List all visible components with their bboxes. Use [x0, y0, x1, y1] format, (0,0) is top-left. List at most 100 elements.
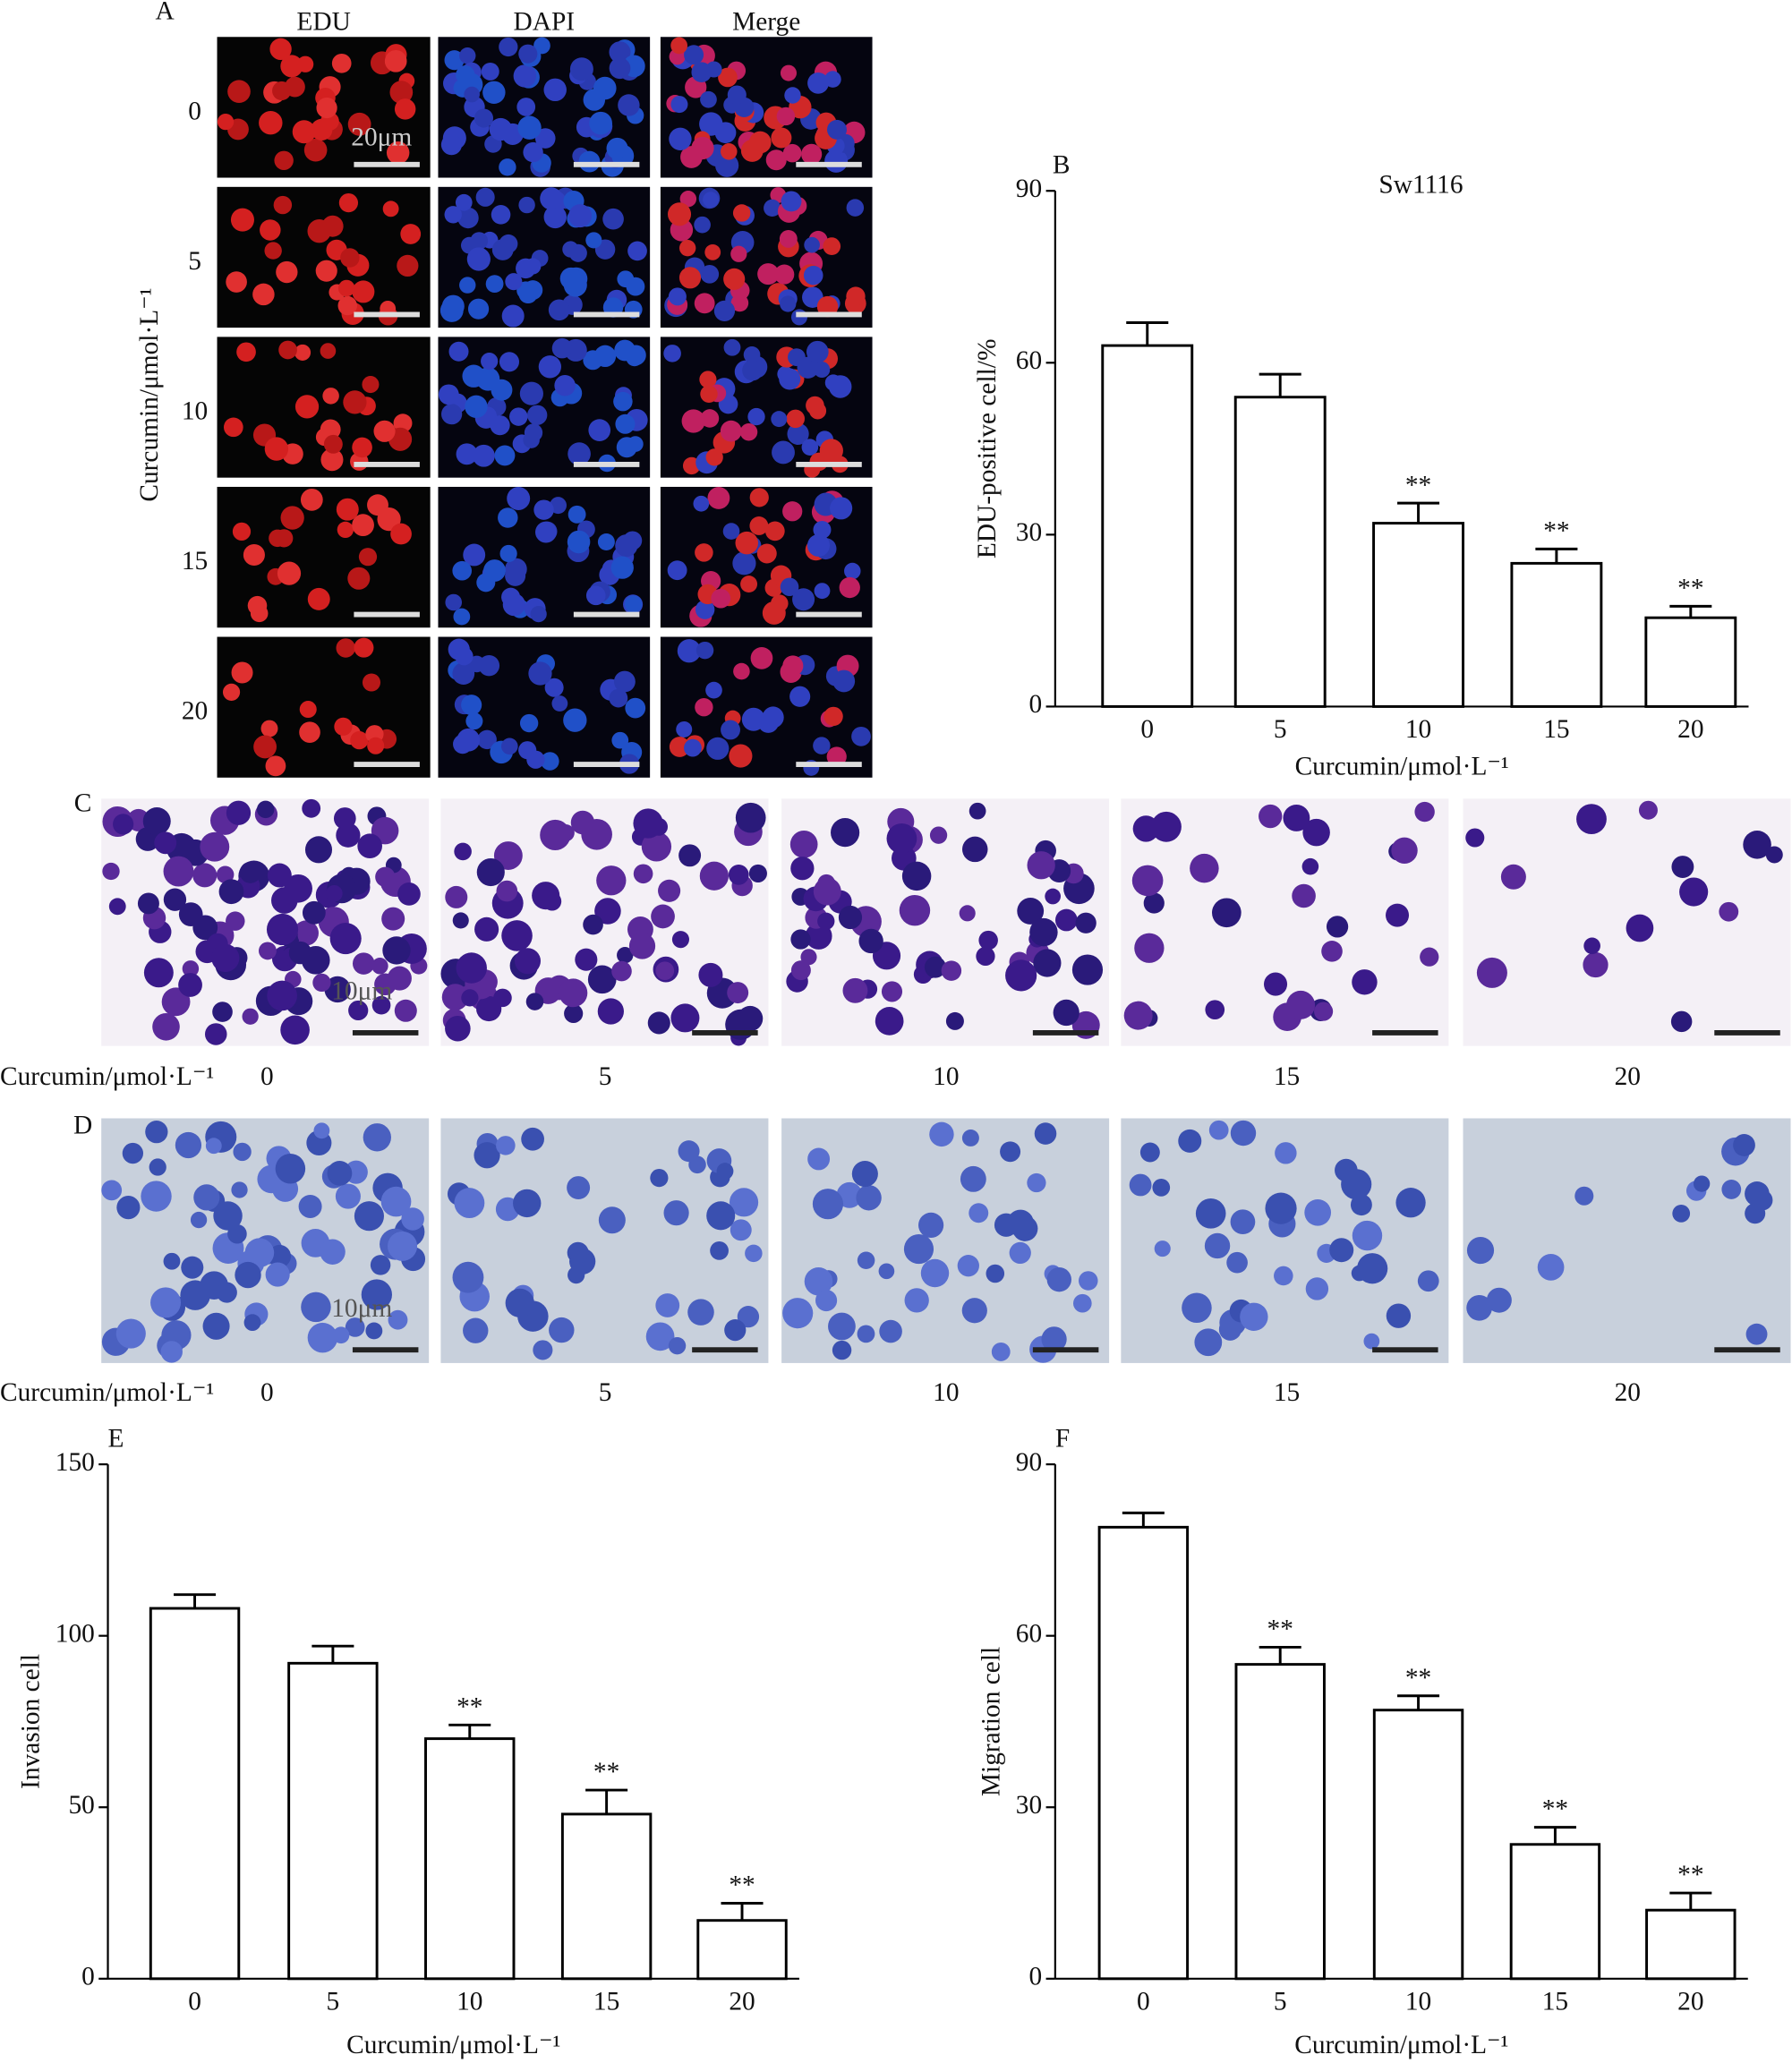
cell — [741, 707, 765, 731]
cell — [615, 413, 636, 434]
cell — [694, 293, 715, 314]
cell — [569, 57, 593, 81]
cell — [1263, 972, 1288, 996]
cell — [684, 738, 702, 757]
cell — [824, 71, 841, 88]
cell — [1583, 937, 1600, 955]
cell — [116, 1196, 141, 1220]
cell — [477, 729, 497, 750]
cell — [613, 391, 633, 412]
cell — [481, 62, 499, 81]
cell — [444, 50, 465, 71]
micrograph — [217, 486, 431, 628]
cell — [1352, 969, 1378, 995]
cell — [575, 948, 598, 971]
cell — [1391, 837, 1418, 864]
cell — [771, 127, 792, 149]
cell — [161, 987, 191, 1017]
cell — [670, 96, 688, 114]
cell — [1017, 898, 1045, 925]
cell — [298, 1194, 322, 1218]
cell — [706, 1201, 736, 1231]
cell — [695, 641, 714, 660]
cell — [478, 655, 500, 677]
cell — [929, 1121, 954, 1147]
cell — [551, 695, 568, 712]
cell — [757, 263, 780, 286]
cell — [739, 422, 758, 441]
cell — [467, 298, 490, 320]
cell — [705, 681, 722, 699]
y-tick-label: 60 — [1016, 1619, 1042, 1648]
cell — [389, 81, 414, 104]
cell — [302, 900, 326, 925]
cell — [801, 439, 819, 456]
cell — [723, 268, 746, 290]
error-bar — [1259, 372, 1301, 397]
cell — [475, 187, 495, 207]
cell — [904, 1288, 929, 1313]
cell — [559, 978, 588, 1008]
cell — [307, 587, 330, 610]
micrograph — [660, 37, 873, 178]
cell — [633, 864, 653, 884]
cell — [532, 882, 560, 910]
cell — [706, 737, 730, 760]
cell — [333, 807, 356, 830]
bar — [1510, 561, 1603, 708]
cell — [678, 844, 702, 867]
cell — [748, 864, 767, 882]
cell — [1123, 1001, 1153, 1030]
error-bar — [1259, 1645, 1301, 1665]
cell — [1151, 811, 1182, 842]
cell — [663, 1200, 689, 1226]
cell — [232, 522, 252, 541]
cell — [513, 64, 537, 88]
cell — [581, 818, 612, 850]
cell — [745, 1244, 763, 1263]
cell — [568, 243, 587, 262]
cell — [313, 1122, 330, 1139]
cell — [1240, 1302, 1268, 1331]
cell — [713, 300, 736, 321]
cell — [304, 836, 333, 864]
cell — [585, 585, 606, 606]
micrograph — [217, 186, 431, 328]
cell — [814, 583, 831, 600]
cell — [1671, 856, 1694, 878]
cell — [440, 134, 463, 156]
cell — [115, 1318, 146, 1349]
bar — [1509, 1843, 1601, 1981]
cell — [216, 865, 235, 884]
cell — [826, 119, 847, 140]
cell — [247, 595, 268, 616]
cell — [1321, 941, 1343, 962]
cell — [823, 706, 843, 727]
cell — [267, 980, 297, 1011]
error-bar — [1397, 501, 1440, 524]
cell — [312, 973, 331, 993]
cell — [618, 94, 640, 116]
cell — [764, 521, 785, 541]
x-tick-label: 20 — [729, 1988, 755, 2016]
cell — [490, 415, 510, 436]
cell — [772, 440, 795, 465]
y-tick-label: 60 — [1016, 346, 1042, 375]
cell — [489, 117, 512, 141]
column-label: 10 — [933, 1378, 959, 1407]
cell — [724, 1319, 747, 1342]
micrograph-bg — [1463, 798, 1791, 1046]
cell — [223, 417, 243, 438]
column-label: 5 — [599, 1378, 612, 1407]
cell — [352, 280, 375, 303]
cell — [150, 1287, 182, 1318]
cell — [163, 856, 194, 887]
cell — [335, 1183, 361, 1209]
cell — [1027, 1172, 1046, 1193]
cell — [803, 265, 823, 286]
cell — [533, 1340, 553, 1360]
bar — [1644, 616, 1737, 708]
cell — [459, 277, 476, 294]
cell — [296, 55, 314, 72]
cell — [280, 506, 304, 530]
